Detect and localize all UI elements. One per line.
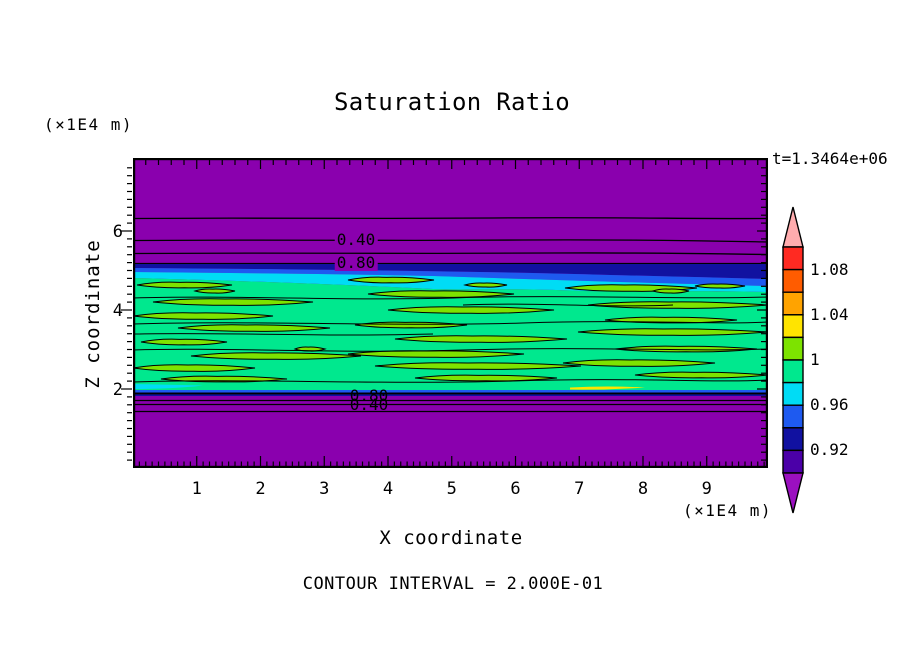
x-tick-label: 6 [510,479,521,499]
z-tick-label: 6 [112,222,123,242]
x-tick-label: 4 [382,479,394,499]
contour-label-upper-040: 0.40 [334,230,378,249]
axis-ticks [138,160,766,466]
interior-contour-lines [133,296,768,383]
colorbar-label: 1.04 [810,304,849,324]
colorbar-over-arrow [782,206,804,248]
contour-interval-note: CONTOUR INTERVAL = 2.000E-01 [302,574,604,594]
colorbar-label: 0.92 [810,440,849,460]
x-tick-label: 2 [255,479,266,499]
page-title: Saturation Ratio [334,88,570,116]
colorbar-label: 0.96 [810,395,849,415]
contour-label-lower-080: 0.80 [349,386,389,405]
chartreuse-contour-blobs [133,276,768,383]
contour-label-upper-080: 0.80 [334,253,378,272]
x-tick-label: 7 [574,479,585,499]
z-axis-ticks [121,167,132,461]
x-tick-label: 5 [446,479,457,499]
x-tick-label: 9 [701,479,712,499]
z-tick-label: 4 [112,301,123,321]
x-axis-unit: (×1E4 m) [683,501,773,520]
colorbar [782,206,804,514]
lower-line-contours [133,392,768,413]
colorbar-label: 1 [810,350,820,369]
x-axis-label: X coordinate [379,527,523,549]
colorbar-under-arrow [782,472,804,514]
z-axis-unit: (×1E4 m) [44,115,134,134]
plot-border [133,158,768,468]
x-tick-label: 1 [191,479,202,499]
colorbar-label: 1.08 [810,259,849,279]
time-annotation: t=1.3464e+06 [772,149,888,168]
z-tick-label: 2 [112,380,123,400]
cyan-sliver [133,384,203,389]
x-tick-label: 3 [319,479,330,499]
contour-plot-svg [133,158,768,468]
plot-area [133,158,768,468]
x-tick-label: 8 [637,479,649,499]
upper-line-contours [133,217,768,265]
colorbar-segments [782,246,804,474]
saturated-band [133,264,768,396]
contour-label-lower-040: 0.40 [349,395,389,414]
yellow-sliver [570,386,645,390]
